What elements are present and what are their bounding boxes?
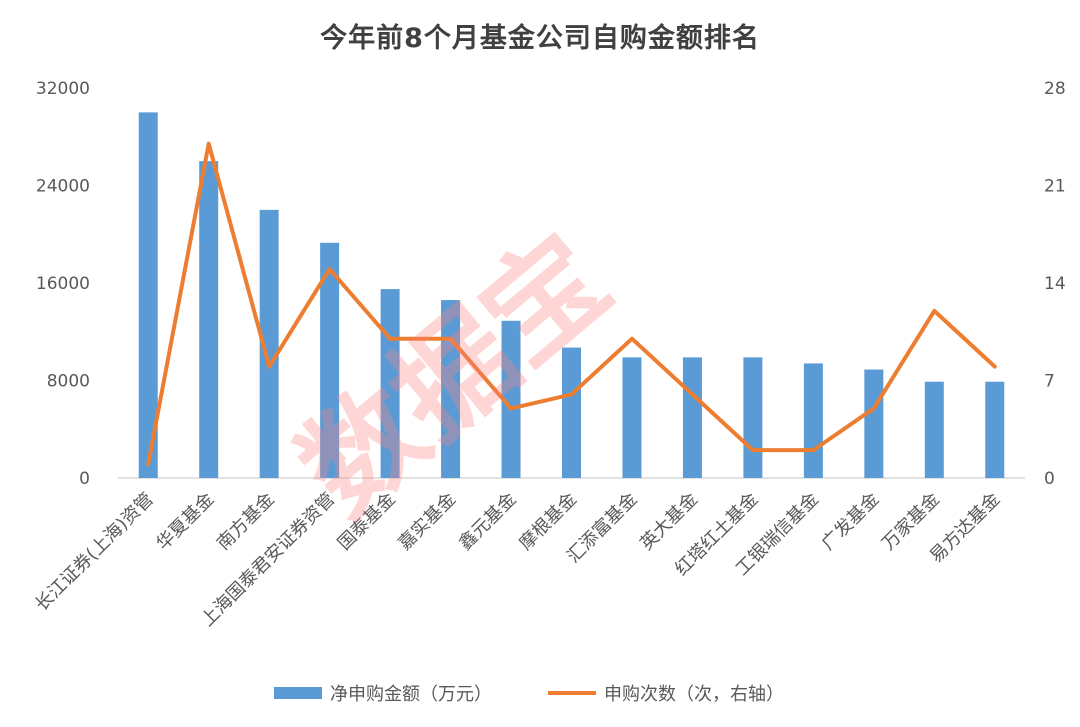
left-tick-label: 8000 [47,372,90,392]
count-line [146,141,997,467]
bar [864,369,884,478]
bar [743,357,763,478]
right-tick-label: 14 [1044,274,1066,294]
chart-title: 今年前8个月基金公司自购金额排名 [320,23,760,54]
bar [562,347,581,478]
bar [138,112,158,478]
left-axis-ticks: 0 8000 16000 24000 32000 [36,79,90,489]
bar [985,381,1005,478]
bar [320,242,340,478]
legend-bar-label: 净申购金额（万元） [330,684,492,705]
category-label: 长江证券(上海)资管 [31,489,158,616]
right-axis-ticks: 0 7 14 21 28 [1044,79,1066,489]
legend-line-label: 申购次数（次，右轴） [604,684,784,705]
bar-series [138,112,1005,478]
bar [803,363,823,478]
bar [622,357,642,478]
right-tick-label: 7 [1044,372,1055,392]
left-tick-label: 32000 [36,79,90,99]
bar [501,320,521,478]
left-tick-label: 16000 [36,274,90,294]
bar [259,209,279,478]
bar [924,381,944,478]
right-tick-label: 0 [1044,469,1055,489]
right-tick-label: 28 [1044,79,1066,99]
right-tick-label: 21 [1044,177,1066,197]
bar [682,357,702,478]
legend-bar-swatch [274,687,322,699]
category-label: 广发基金 [818,489,884,555]
legend: 净申购金额（万元） 申购次数（次，右轴） [274,684,784,705]
bar [199,161,219,478]
left-tick-label: 24000 [36,177,90,197]
bar [380,289,400,478]
category-label: 华夏基金 [152,489,218,555]
category-label: 鑫元基金 [455,489,521,555]
category-labels: 长江证券(上海)资管华夏基金南方基金上海国泰君安证券资管国泰基金嘉实基金鑫元基金… [31,489,1004,631]
left-tick-label: 0 [79,469,90,489]
